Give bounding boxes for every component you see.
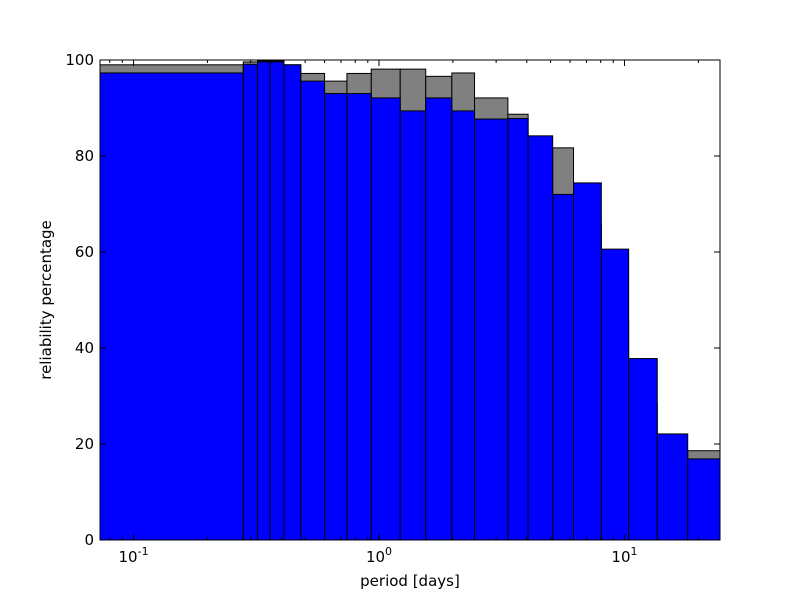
blue-bar	[425, 97, 453, 541]
x-tick-label: 10-1	[119, 545, 149, 566]
blue-bar	[370, 97, 401, 541]
blue-bar	[527, 135, 554, 541]
blue-bar	[283, 64, 302, 541]
blue-bar	[628, 358, 658, 541]
blue-bar	[474, 118, 509, 541]
blue-bar	[656, 433, 689, 541]
blue-bar	[573, 182, 602, 541]
plot-frame	[99, 59, 721, 541]
y-tick-label: 100	[65, 51, 94, 69]
blue-bar	[257, 61, 271, 541]
blue-bar	[600, 248, 630, 541]
blue-series-bars	[99, 61, 721, 541]
x-axis-ticks: 10-1 100 101	[109, 60, 699, 566]
y-axis-ticks: 0 20 40 60 80 100	[65, 51, 720, 549]
blue-bar	[99, 72, 244, 541]
x-tick-label: 101	[611, 545, 637, 566]
blue-bar	[399, 110, 427, 541]
blue-bar	[507, 118, 529, 541]
blue-bar	[242, 63, 259, 541]
y-tick-label: 0	[84, 531, 94, 549]
blue-bar	[300, 80, 326, 541]
y-tick-label: 40	[75, 339, 94, 357]
blue-bar	[324, 93, 348, 541]
x-axis-label: period [days]	[360, 572, 460, 590]
y-tick-label: 20	[75, 435, 94, 453]
blue-bar	[346, 93, 372, 541]
blue-bar	[687, 458, 721, 541]
blue-bar	[552, 193, 575, 541]
blue-bar	[451, 110, 476, 541]
blue-bar	[269, 61, 285, 541]
y-axis-label: reliability percentage	[37, 220, 55, 380]
y-tick-label: 60	[75, 243, 94, 261]
y-tick-label: 80	[75, 147, 94, 165]
x-tick-label: 100	[366, 545, 392, 566]
